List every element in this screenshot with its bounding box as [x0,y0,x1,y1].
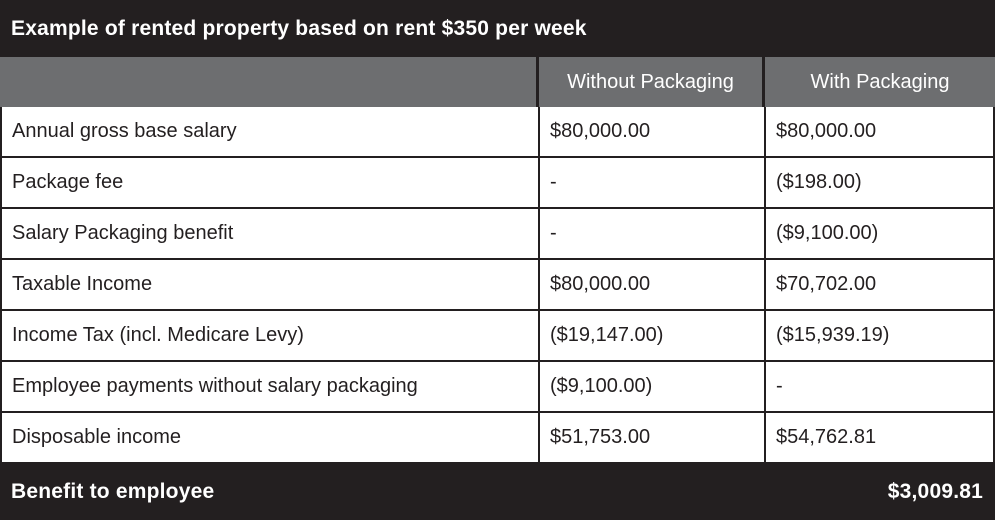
row-value-without-packaging: $80,000.00 [538,107,764,156]
column-header-blank [0,57,536,107]
row-value-with-packaging: $70,702.00 [764,260,997,309]
table-row-annual-gross-base-salary: Annual gross base salary $80,000.00 $80,… [0,107,995,158]
row-label: Salary Packaging benefit [12,222,234,244]
table-title-bar: Example of rented property based on rent… [0,0,995,57]
table-row-package-fee: Package fee - ($198.00) [0,158,995,209]
benefit-footer-row: Benefit to employee $3,009.81 [0,464,995,520]
table-row-employee-payments: Employee payments without salary packagi… [0,362,995,413]
row-value-without-packaging: $51,753.00 [538,413,764,462]
row-value-without-packaging: - [538,209,764,258]
row-label: Employee payments without salary packagi… [12,375,418,397]
table-row-disposable-income: Disposable income $51,753.00 $54,762.81 [0,413,995,464]
row-label: Annual gross base salary [12,120,237,142]
row-label: Taxable Income [12,273,153,295]
column-header-with-packaging: With Packaging [762,57,995,107]
row-label: Disposable income [12,426,181,448]
table-row-taxable-income: Taxable Income $80,000.00 $70,702.00 [0,260,995,311]
footer-label: Benefit to employee [11,480,215,503]
row-value-without-packaging: - [538,158,764,207]
table-row-income-tax: Income Tax (incl. Medicare Levy) ($19,14… [0,311,995,362]
row-value-without-packaging: $80,000.00 [538,260,764,309]
row-value-with-packaging: ($15,939.19) [764,311,997,360]
row-value-with-packaging: $54,762.81 [764,413,997,462]
row-value-with-packaging: ($198.00) [764,158,997,207]
column-header-without-packaging: Without Packaging [536,57,762,107]
row-value-without-packaging: ($9,100.00) [538,362,764,411]
row-label: Package fee [12,171,124,193]
table-row-salary-packaging-benefit: Salary Packaging benefit - ($9,100.00) [0,209,995,260]
column-header-row: Without Packaging With Packaging [0,57,995,107]
table-title: Example of rented property based on rent… [11,16,587,40]
row-value-with-packaging: - [764,362,997,411]
row-value-with-packaging: $80,000.00 [764,107,997,156]
footer-value: $3,009.81 [887,480,983,503]
row-value-with-packaging: ($9,100.00) [764,209,997,258]
row-value-without-packaging: ($19,147.00) [538,311,764,360]
row-label: Income Tax (incl. Medicare Levy) [12,324,304,346]
